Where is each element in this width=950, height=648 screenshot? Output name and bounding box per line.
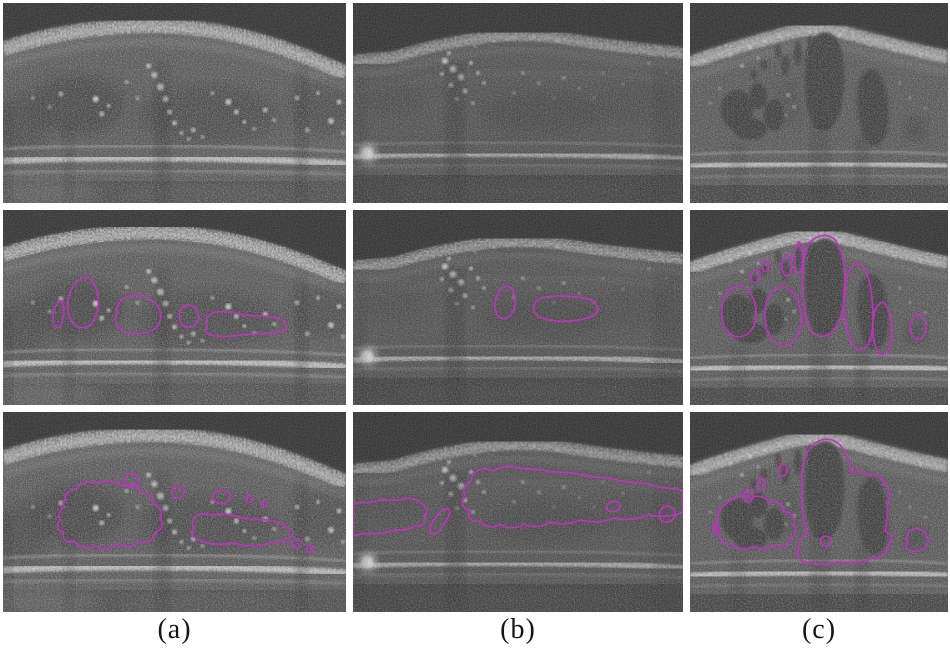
segmentation-contours bbox=[56, 473, 314, 554]
segmentation-contours bbox=[353, 465, 683, 537]
oct-bscan-image bbox=[353, 412, 683, 612]
oct-bscan-image bbox=[690, 412, 948, 612]
segmentation-contours bbox=[52, 276, 288, 338]
segmentation-contours bbox=[721, 234, 927, 356]
caption-label-c: (c) bbox=[801, 614, 837, 645]
oct-bscan-b-annotated bbox=[353, 210, 683, 405]
oct-bscan-image bbox=[690, 210, 948, 405]
caption-label-b: (b) bbox=[500, 614, 536, 645]
segmentation-contours bbox=[494, 285, 599, 323]
oct-bscan-c-annotated bbox=[690, 412, 948, 612]
panel-contours-dense-c bbox=[690, 412, 948, 612]
panel-original-c bbox=[690, 3, 948, 203]
panel-contours-sparse-a bbox=[3, 210, 346, 405]
panel-original-a bbox=[3, 3, 346, 203]
oct-bscan-image bbox=[3, 3, 346, 203]
oct-bscan-b bbox=[353, 3, 683, 203]
oct-bscan-c-annotated bbox=[690, 210, 948, 405]
oct-bscan-image bbox=[690, 3, 948, 203]
oct-bscan-c bbox=[690, 3, 948, 203]
panel-contours-dense-a bbox=[3, 412, 346, 612]
oct-bscan-image bbox=[353, 3, 683, 203]
oct-bscan-a bbox=[3, 3, 346, 203]
panel-contours-dense-b bbox=[353, 412, 683, 612]
oct-bscan-a-annotated bbox=[3, 210, 346, 405]
oct-bscan-a-annotated bbox=[3, 412, 346, 612]
oct-grid bbox=[3, 3, 948, 612]
caption-label-a: (a) bbox=[157, 614, 192, 645]
oct-bscan-image bbox=[353, 210, 683, 405]
oct-bscan-b-annotated bbox=[353, 412, 683, 612]
panel-contours-sparse-b bbox=[353, 210, 683, 405]
oct-bscan-image bbox=[3, 412, 346, 612]
panel-original-b bbox=[353, 3, 683, 203]
segmentation-contours bbox=[711, 438, 929, 566]
panel-contours-sparse-c bbox=[690, 210, 948, 405]
caption-row: (a) (b) (c) bbox=[3, 612, 950, 648]
